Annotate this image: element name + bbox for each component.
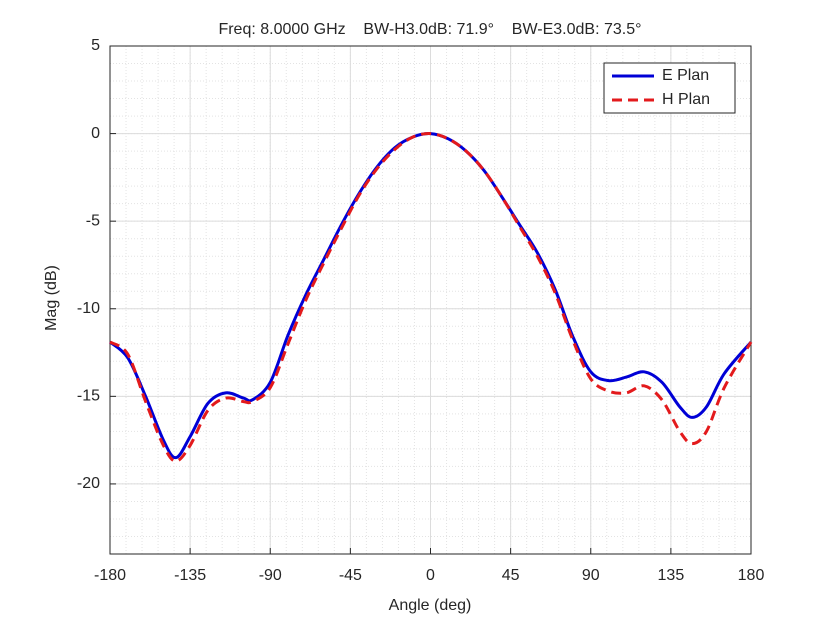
y-tick-label: 5 [91, 37, 100, 54]
y-tick-label: -10 [77, 300, 100, 317]
y-tick-label: 0 [91, 125, 100, 142]
legend-label: E Plan [662, 67, 709, 84]
x-tick-label: 0 [426, 567, 435, 584]
x-tick-label: -135 [174, 567, 206, 584]
y-axis-label: Mag (dB) [43, 265, 60, 331]
x-axis-label: Angle (deg) [389, 597, 472, 614]
y-tick-label: -5 [86, 212, 100, 229]
axes-box [109, 45, 752, 555]
x-tick-label: -90 [259, 567, 282, 584]
y-tick-label: -20 [77, 475, 100, 492]
y-tick-label: -15 [77, 388, 100, 405]
x-tick-label: -180 [94, 567, 126, 584]
legend-label: H Plan [662, 91, 710, 108]
data-line [109, 132, 753, 463]
legend-box [603, 62, 736, 114]
x-tick-label: 135 [658, 567, 685, 584]
x-tick-label: 90 [582, 567, 600, 584]
x-tick-label: 45 [502, 567, 520, 584]
chart-title: Freq: 8.0000 GHz BW-H3.0dB: 71.9° BW-E3.… [218, 21, 641, 38]
x-tick-label: 180 [738, 567, 765, 584]
x-tick-label: -45 [339, 567, 362, 584]
